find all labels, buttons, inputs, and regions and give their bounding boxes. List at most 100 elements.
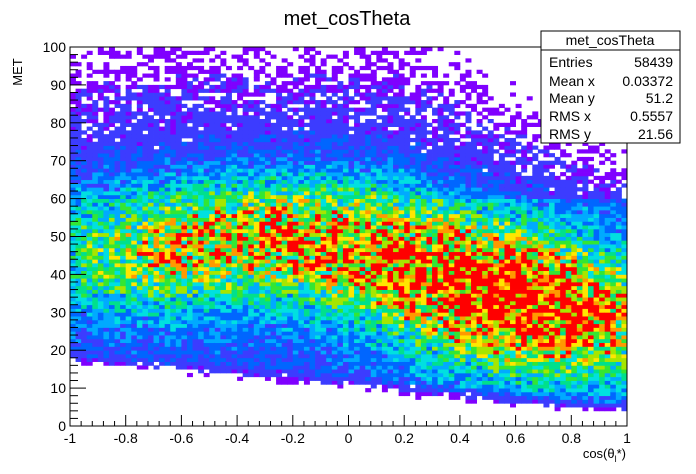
heatmap-bin (381, 58, 388, 63)
heatmap-bin (370, 179, 377, 184)
heatmap-bin (198, 217, 205, 222)
heatmap-bin (136, 47, 143, 52)
heatmap-bin (181, 293, 188, 298)
heatmap-bin (348, 153, 355, 158)
heatmap-bin (136, 346, 143, 351)
heatmap-bin (198, 194, 205, 199)
heatmap-bin (342, 232, 349, 237)
heatmap-bin (108, 221, 115, 226)
heatmap-bin (186, 194, 193, 199)
heatmap-bin (103, 350, 110, 355)
heatmap-bin (387, 369, 394, 374)
heatmap-bin (75, 255, 82, 260)
heatmap-bin (370, 69, 377, 74)
heatmap-bin (92, 141, 99, 146)
heatmap-bin (331, 319, 338, 325)
heatmap-bin (131, 225, 138, 230)
heatmap-bin (276, 92, 283, 97)
heatmap-bin (164, 164, 171, 169)
heatmap-bin (108, 122, 115, 127)
heatmap-bin (242, 217, 249, 222)
heatmap-bin (97, 122, 104, 127)
heatmap-bin (164, 281, 171, 287)
heatmap-bin (337, 274, 344, 279)
heatmap-bin (292, 251, 299, 256)
heatmap-bin (86, 202, 93, 207)
heatmap-bin (309, 297, 316, 302)
heatmap-bin (175, 145, 182, 150)
heatmap-bin (315, 308, 322, 313)
heatmap-bin (214, 289, 221, 294)
heatmap-bin (81, 244, 88, 249)
heatmap-bin (136, 209, 143, 215)
heatmap-bin (70, 187, 76, 192)
heatmap-bin (108, 346, 115, 351)
heatmap-bin (331, 126, 338, 131)
heatmap-bin (409, 263, 416, 268)
heatmap-bin (136, 342, 143, 347)
heatmap-bin (387, 69, 394, 74)
heatmap-bin (186, 274, 193, 279)
heatmap-bin (253, 69, 260, 74)
heatmap-bin (387, 357, 394, 362)
heatmap-bin (153, 281, 160, 287)
heatmap-bin (348, 145, 355, 150)
heatmap-bin (136, 300, 143, 306)
heatmap-bin (381, 149, 388, 154)
heatmap-bin (108, 255, 115, 260)
heatmap-bin (381, 50, 388, 55)
heatmap-bin (331, 251, 338, 256)
heatmap-bin (242, 312, 249, 317)
heatmap-bin (309, 153, 316, 158)
heatmap-bin (292, 278, 299, 283)
heatmap-bin (97, 297, 104, 302)
heatmap-bin (237, 156, 244, 162)
heatmap-bin (276, 172, 283, 177)
heatmap-bin (97, 353, 104, 359)
heatmap-bin (359, 134, 366, 139)
heatmap-bin (125, 217, 132, 222)
heatmap-bin (370, 274, 377, 279)
heatmap-bin (97, 225, 104, 230)
heatmap-bin (120, 251, 127, 256)
heatmap-bin (404, 217, 411, 222)
heatmap-bin (337, 376, 344, 381)
heatmap-bin (181, 164, 188, 169)
heatmap-bin (398, 65, 405, 71)
heatmap-bin (292, 361, 299, 366)
heatmap-bin (387, 270, 394, 275)
heatmap-bin (331, 179, 338, 184)
heatmap-bin (153, 342, 160, 347)
heatmap-bin (404, 240, 411, 245)
heatmap-bin (131, 266, 138, 272)
heatmap-bin (131, 300, 138, 306)
heatmap-bin (147, 217, 154, 222)
heatmap-bin (108, 47, 115, 52)
heatmap-bin (404, 107, 411, 112)
heatmap-bin (231, 149, 238, 154)
heatmap-bin (209, 270, 216, 275)
heatmap-bin (326, 141, 333, 146)
heatmap-bin (376, 304, 383, 309)
heatmap-bin (248, 304, 255, 309)
heatmap-bin (309, 168, 316, 173)
heatmap-bin (404, 297, 411, 302)
heatmap-bin (147, 251, 154, 256)
heatmap-bin (415, 107, 422, 112)
heatmap-bin (242, 134, 249, 139)
heatmap-bin (348, 323, 355, 328)
heatmap-bin (136, 191, 143, 196)
heatmap-bin (186, 202, 193, 207)
heatmap-bin (331, 153, 338, 158)
heatmap-bin (281, 266, 288, 272)
heatmap-bin (354, 156, 361, 162)
heatmap-bin (398, 206, 405, 211)
heatmap-bin (75, 342, 82, 347)
heatmap-bin (365, 160, 372, 165)
heatmap-bin (409, 244, 416, 249)
heatmap-bin (342, 111, 349, 116)
heatmap-bin (86, 304, 93, 309)
heatmap-bin (393, 365, 400, 370)
heatmap-bin (181, 145, 188, 150)
heatmap-bin (175, 278, 182, 283)
